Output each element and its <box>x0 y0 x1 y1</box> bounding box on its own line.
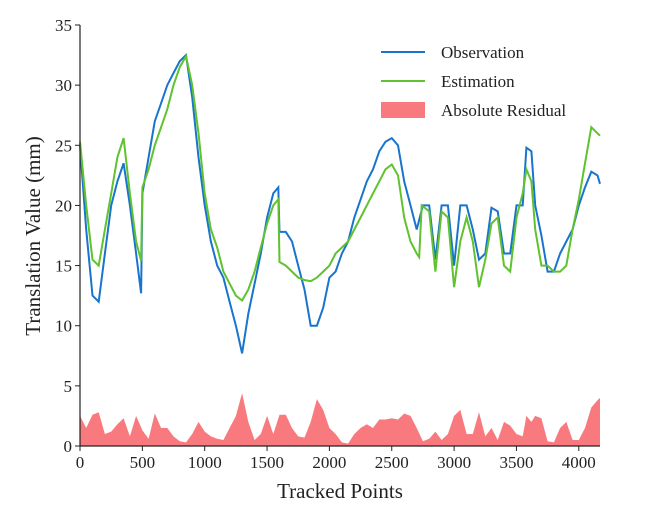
x-tick-label: 2000 <box>312 453 346 472</box>
series-line <box>79 53 601 354</box>
y-tick-label: 15 <box>55 257 72 276</box>
x-tick-label: 1000 <box>188 453 222 472</box>
legend-swatch <box>381 102 425 118</box>
x-tick-label: 3500 <box>499 453 533 472</box>
y-tick-label: 30 <box>55 76 72 95</box>
x-tick-label: 0 <box>76 453 85 472</box>
x-tick-label: 1500 <box>250 453 284 472</box>
y-axis-title: Translation Value (mm) <box>21 136 45 336</box>
legend-label: Absolute Residual <box>441 101 566 120</box>
y-tick-label: 35 <box>55 16 72 35</box>
y-tick-label: 20 <box>55 196 72 215</box>
y-tick-label: 0 <box>64 437 73 456</box>
x-axis-title: Tracked Points <box>277 479 403 503</box>
x-tick-label: 500 <box>130 453 156 472</box>
y-tick-label: 10 <box>55 317 72 336</box>
series-line <box>79 53 601 303</box>
legend-label: Estimation <box>441 72 515 91</box>
x-tick-label: 4000 <box>562 453 596 472</box>
x-tick-label: 2500 <box>375 453 409 472</box>
residual-area <box>80 393 600 446</box>
x-tick-label: 3000 <box>437 453 471 472</box>
y-tick-label: 25 <box>55 136 72 155</box>
y-tick-label: 5 <box>64 377 73 396</box>
legend-label: Observation <box>441 43 525 62</box>
